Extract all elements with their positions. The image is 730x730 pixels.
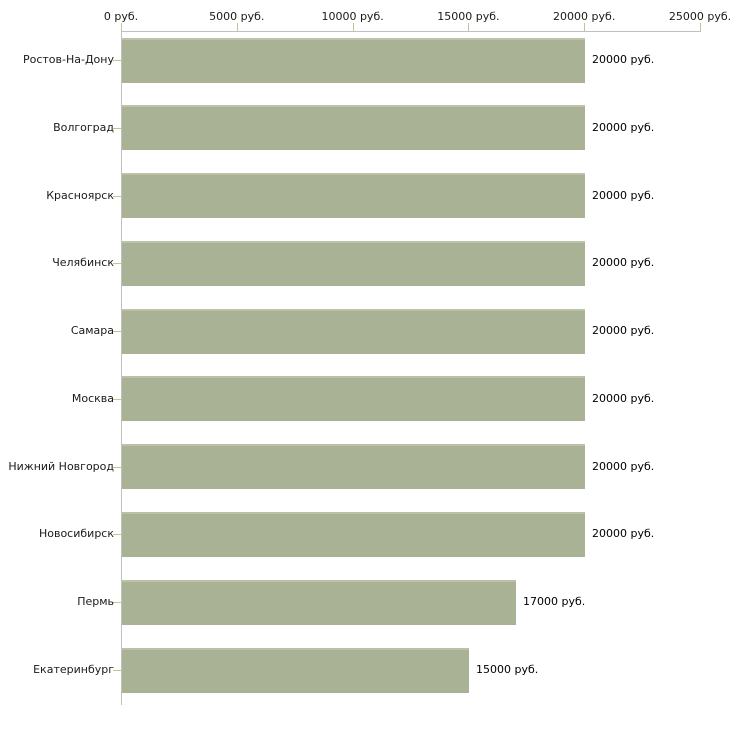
- bar-value-label: 20000 руб.: [592, 189, 655, 202]
- bar: [122, 444, 585, 489]
- category-label: Нижний Новгород: [8, 460, 114, 473]
- category-label: Пермь: [77, 595, 114, 608]
- y-axis-tick-mark: [113, 602, 121, 603]
- y-axis-tick-mark: [113, 534, 121, 535]
- x-axis-tick-mark: [236, 23, 238, 31]
- bar: [122, 376, 585, 421]
- x-axis-tick-label: 0 руб.: [103, 10, 139, 23]
- x-axis-tick-mark: [468, 23, 470, 31]
- y-axis-tick-mark: [113, 196, 121, 197]
- y-axis-tick-mark: [113, 399, 121, 400]
- bar-value-label: 20000 руб.: [592, 527, 655, 540]
- bar-value-label: 20000 руб.: [592, 53, 655, 66]
- category-label: Москва: [71, 392, 114, 405]
- x-axis-tick-label: 10000 руб.: [321, 10, 384, 23]
- bar: [122, 309, 585, 354]
- category-label: Самара: [70, 324, 114, 337]
- x-axis-tick-label: 5000 руб.: [209, 10, 265, 23]
- category-label: Екатеринбург: [33, 663, 114, 676]
- bar: [122, 105, 585, 150]
- category-label: Волгоград: [53, 121, 114, 134]
- x-axis-line: [121, 31, 701, 32]
- bar-value-label: 15000 руб.: [476, 663, 539, 676]
- bar: [122, 173, 585, 218]
- y-axis-tick-mark: [113, 331, 121, 332]
- x-axis-tick-mark: [121, 23, 122, 31]
- bar-value-label: 20000 руб.: [592, 256, 655, 269]
- bar-value-label: 20000 руб.: [592, 324, 655, 337]
- bar: [122, 241, 585, 286]
- x-axis-tick-label: 25000 руб.: [668, 10, 730, 23]
- x-axis-tick-mark: [584, 23, 586, 31]
- bar-value-label: 17000 руб.: [523, 595, 586, 608]
- category-label: Красноярск: [46, 189, 114, 202]
- bar: [122, 648, 469, 693]
- x-axis-tick-mark: [700, 23, 701, 31]
- y-axis-tick-mark: [113, 128, 121, 129]
- bar-value-label: 20000 руб.: [592, 460, 655, 473]
- y-axis-line: [121, 31, 122, 705]
- bar: [122, 512, 585, 557]
- category-label: Ростов-На-Дону: [22, 53, 114, 66]
- category-label: Челябинск: [52, 256, 114, 269]
- bar-value-label: 20000 руб.: [592, 392, 655, 405]
- x-axis-tick-mark: [352, 23, 354, 31]
- y-axis-tick-mark: [113, 467, 121, 468]
- bar-value-label: 20000 руб.: [592, 121, 655, 134]
- y-axis-tick-mark: [113, 670, 121, 671]
- x-axis-tick-label: 20000 руб.: [553, 10, 616, 23]
- bar: [122, 580, 516, 625]
- category-label: Новосибирск: [38, 527, 114, 540]
- y-axis-tick-mark: [113, 263, 121, 264]
- y-axis-tick-mark: [113, 60, 121, 61]
- x-axis-tick-label: 15000 руб.: [437, 10, 500, 23]
- bar: [122, 38, 585, 83]
